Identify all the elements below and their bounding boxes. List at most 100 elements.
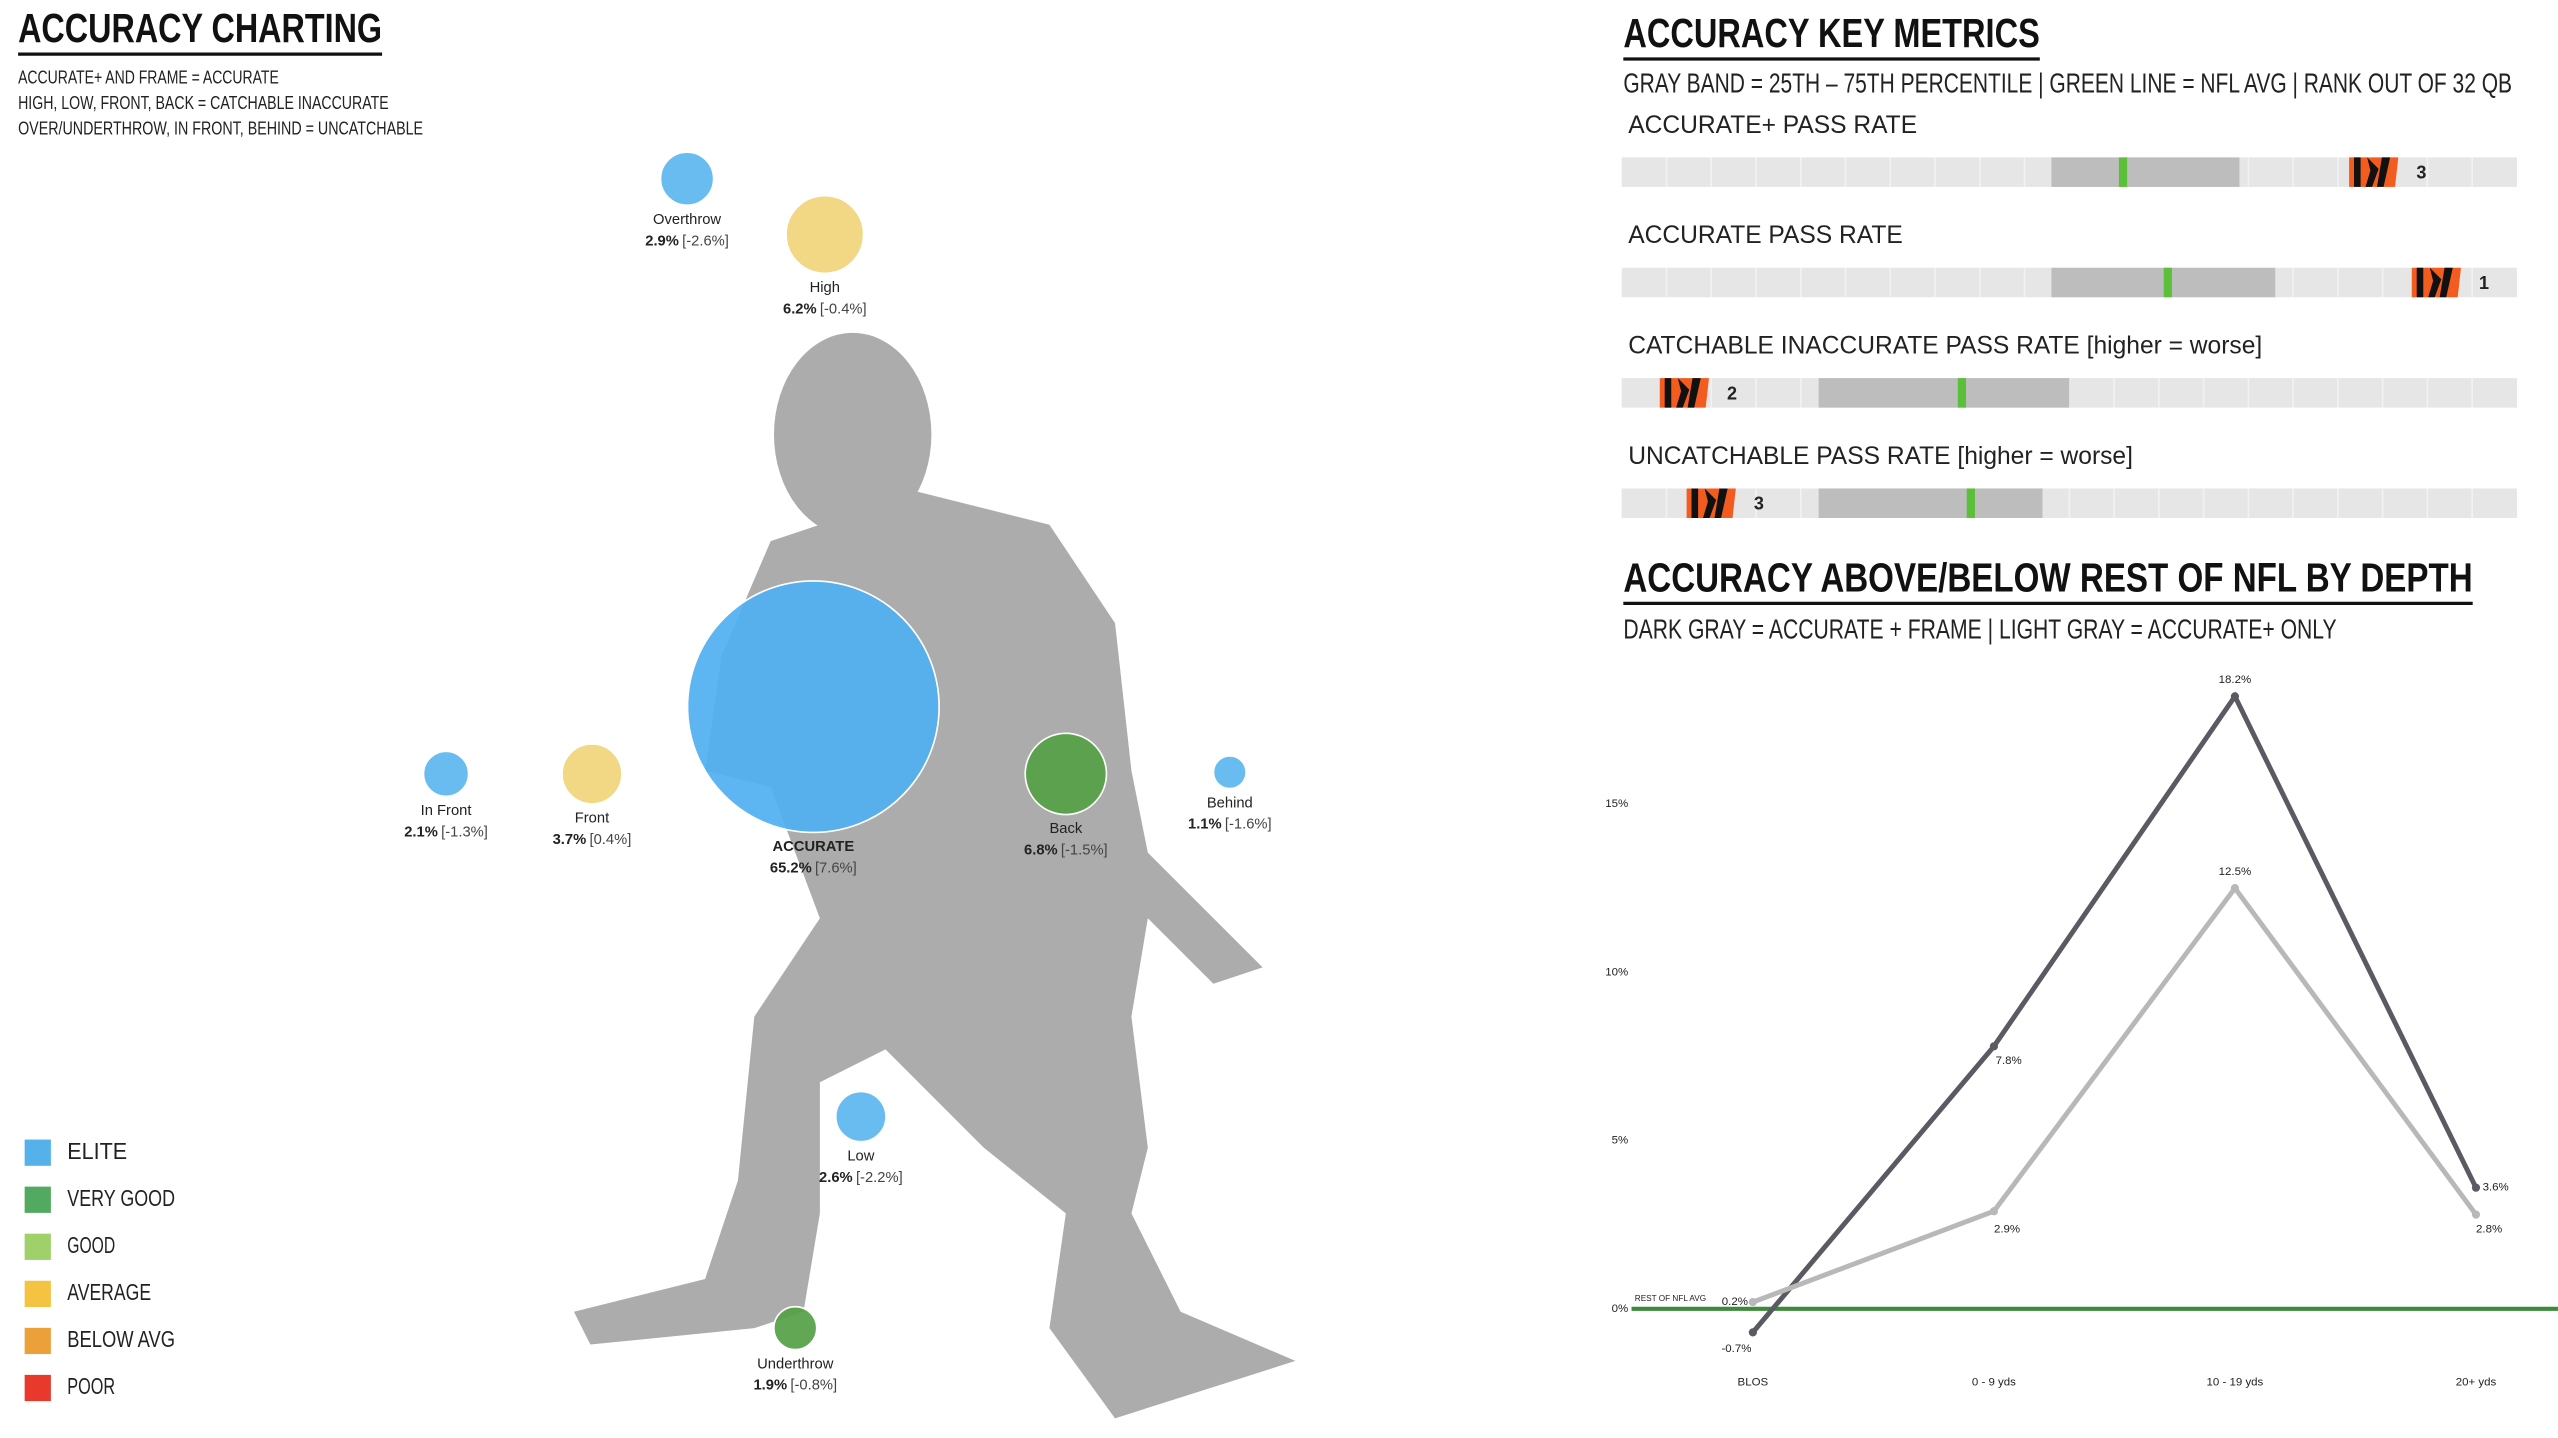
- percentile-band: [1818, 488, 2043, 518]
- bubble: [1212, 755, 1247, 790]
- nfl-avg-line: [1957, 378, 1966, 408]
- value-label: 2.1%: [404, 824, 438, 840]
- value-label: 2.9%: [645, 233, 679, 249]
- legend-label: ELITE: [67, 1138, 127, 1164]
- bubble-value: 1.1% [-1.6%]: [1188, 817, 1272, 833]
- bubble-name: High: [810, 280, 840, 296]
- value-label: 1.9%: [753, 1378, 787, 1394]
- y-tick-label: 5%: [1612, 1135, 1629, 1147]
- point: [1748, 1328, 1757, 1337]
- value-label: 65.2%: [770, 860, 812, 876]
- bubble-name: Underthrow: [757, 1356, 834, 1372]
- chart-subtitle: GRAY BAND = 25TH – 75TH PERCENTILE | GRE…: [1623, 68, 2512, 99]
- bubble: [686, 580, 940, 834]
- vs-avg-label: [-0.8%]: [790, 1378, 837, 1394]
- data-label: 18.2%: [2219, 674, 2252, 686]
- x-tick-label: BLOS: [1738, 1376, 1769, 1388]
- rank-label: 2: [1727, 383, 1737, 403]
- chart-title: ACCURACY KEY METRICS: [1623, 10, 2039, 56]
- bubble-name: Front: [575, 811, 609, 827]
- point: [1748, 1297, 1757, 1307]
- logo-stripes: [1664, 378, 1701, 408]
- player-marker: [1659, 378, 1709, 408]
- bubble: [785, 194, 865, 275]
- legend-label: VERY GOOD: [67, 1185, 175, 1211]
- point: [2230, 884, 2240, 893]
- bubble-value: 65.2% [7.6%]: [770, 860, 857, 876]
- bubble: [659, 151, 715, 207]
- x-tick-label: 0 - 9 yds: [1972, 1376, 2016, 1388]
- data-label: -0.7%: [1721, 1343, 1751, 1355]
- player-silhouette: [573, 332, 1296, 1419]
- rank-label: 3: [2416, 163, 2426, 183]
- data-label: 12.5%: [2219, 866, 2252, 878]
- bubble: [1024, 732, 1108, 816]
- chart-title: ACCURACY CHARTING: [18, 5, 382, 51]
- bubble-name: Behind: [1207, 795, 1253, 811]
- player-marker: [2349, 157, 2399, 187]
- logo-stripes: [1691, 488, 1728, 518]
- legend-swatch: [24, 1327, 51, 1355]
- bubble-value: 2.9% [-2.6%]: [645, 233, 729, 249]
- y-tick-label: 15%: [1605, 798, 1628, 810]
- percentile-band: [2051, 267, 2276, 298]
- logo-stripes: [2354, 157, 2391, 187]
- data-label: 7.8%: [1996, 1055, 2022, 1067]
- percentile-band: [2051, 157, 2240, 187]
- vs-avg-label: [-1.3%]: [441, 824, 488, 840]
- legend-label: AVERAGE: [67, 1279, 151, 1305]
- reference-label: REST OF NFL AVG: [1635, 1294, 1706, 1303]
- bubble-name: In Front: [421, 803, 472, 819]
- data-label: 0.2%: [1722, 1296, 1748, 1308]
- bubble: [422, 750, 470, 798]
- chart-subtitle: DARK GRAY = ACCURATE + FRAME | LIGHT GRA…: [1623, 614, 2336, 645]
- point: [1989, 1207, 1998, 1216]
- note: HIGH, LOW, FRONT, BACK = CATCHABLE INACC…: [18, 93, 389, 113]
- bubble-value: 3.7% [0.4%]: [553, 832, 632, 848]
- vs-avg-label: [7.6%]: [815, 860, 857, 876]
- rank-label: 3: [1754, 494, 1764, 514]
- data-label: 2.9%: [1994, 1223, 2020, 1235]
- player-marker: [2411, 267, 2461, 298]
- bubble: [561, 743, 623, 805]
- rank-label: 1: [2479, 273, 2489, 293]
- bubble: [834, 1090, 887, 1143]
- bubble-name: Overthrow: [653, 212, 721, 228]
- bubble-value: 2.6% [-2.2%]: [819, 1170, 903, 1186]
- note: ACCURATE+ AND FRAME = ACCURATE: [18, 67, 279, 87]
- bubble-value: 6.2% [-0.4%]: [783, 301, 867, 317]
- point: [2471, 1210, 2481, 1219]
- vs-avg-label: [-1.6%]: [1225, 817, 1272, 833]
- vs-avg-label: [-2.2%]: [856, 1170, 903, 1186]
- note: OVER/UNDERTHROW, IN FRONT, BEHIND = UNCA…: [18, 118, 423, 138]
- data-label: 2.8%: [2476, 1223, 2502, 1235]
- metric-label: CATCHABLE INACCURATE PASS RATE [higher =…: [1628, 332, 2262, 359]
- bubble: [773, 1305, 818, 1351]
- logo-stripes: [2416, 267, 2453, 298]
- series-line: [1752, 884, 2478, 1305]
- vs-avg-label: [-2.6%]: [682, 233, 729, 249]
- legend-swatch: [24, 1374, 51, 1402]
- legend-swatch: [24, 1280, 51, 1307]
- percentile-band: [1818, 378, 2070, 408]
- metric-label: ACCURATE+ PASS RATE: [1628, 112, 1917, 139]
- vs-avg-label: [-1.5%]: [1061, 843, 1108, 859]
- nfl-avg-line: [2118, 157, 2128, 187]
- point: [2230, 692, 2240, 701]
- legend-swatch: [24, 1186, 51, 1213]
- bubble-name: Back: [1049, 821, 1082, 837]
- bubble-name: ACCURATE: [772, 839, 854, 855]
- legend-swatch: [24, 1233, 51, 1260]
- series-line: [1750, 691, 2479, 1334]
- bubble-name: Low: [847, 1148, 874, 1164]
- y-tick-label: 10%: [1605, 966, 1628, 978]
- value-label: 6.8%: [1024, 843, 1058, 859]
- value-label: 2.6%: [819, 1170, 853, 1186]
- legend-label: GOOD: [67, 1232, 115, 1258]
- nfl-avg-line: [1966, 488, 1975, 518]
- legend-swatch: [24, 1139, 51, 1166]
- bubble-value: 1.9% [-0.8%]: [753, 1378, 837, 1394]
- nfl-avg-line: [2163, 267, 2172, 298]
- vs-avg-label: [-0.4%]: [820, 301, 867, 317]
